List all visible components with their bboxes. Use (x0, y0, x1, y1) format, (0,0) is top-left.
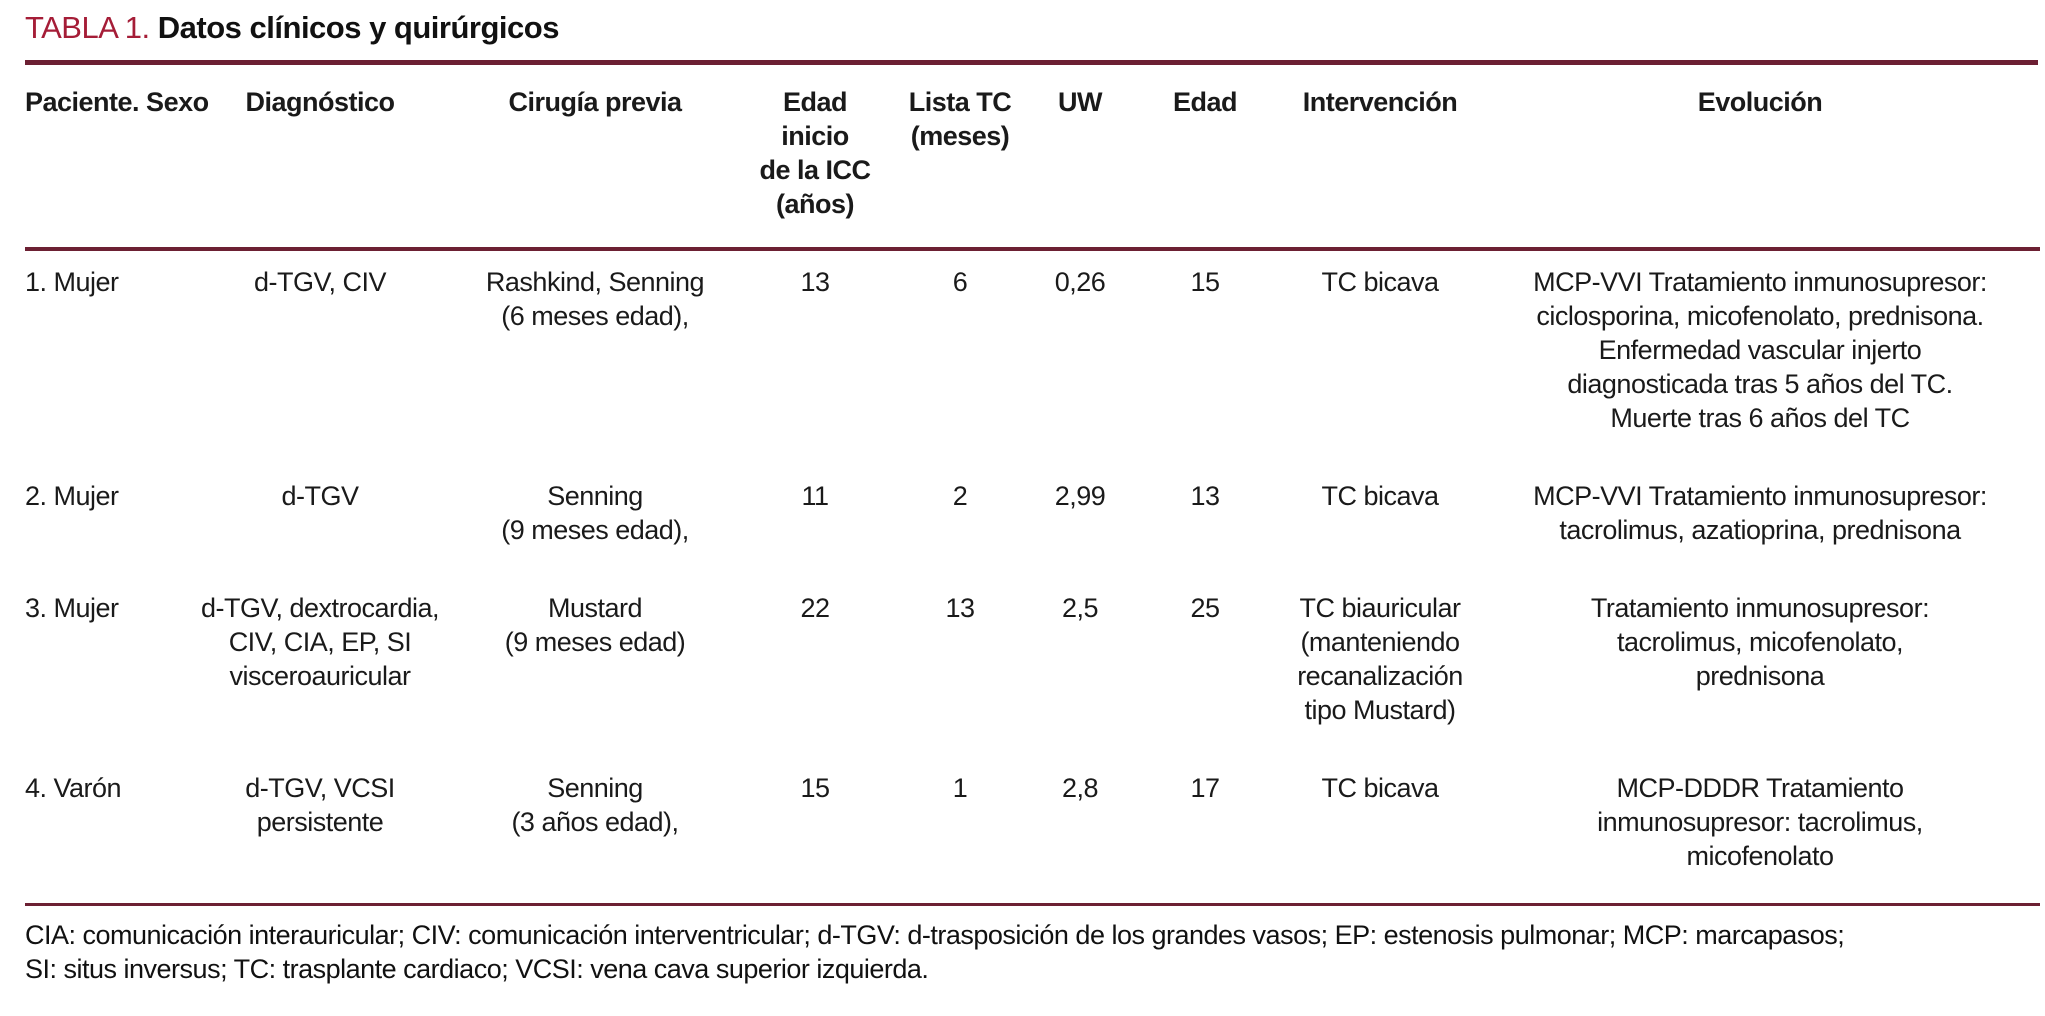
table-cell: 6 (952, 267, 968, 297)
top-rule (25, 60, 2038, 65)
header-uw: UW (1030, 65, 1130, 251)
table-cell: 0,26 (1054, 267, 1106, 297)
table-number-label: TABLA 1. (25, 10, 150, 45)
table-cell: 13 (945, 593, 975, 623)
header-intervencion: Intervención (1280, 65, 1480, 251)
table-cell: 11 (801, 481, 829, 511)
table-cell: 2 (952, 481, 968, 511)
header-diagnostico: Diagnóstico (190, 65, 450, 251)
table-title: Datos clínicos y quirúrgicos (157, 10, 560, 45)
table-cell: 2,8 (1061, 773, 1099, 803)
table-cell: TC bicava (1321, 773, 1439, 803)
table-cell: TC bicava (1321, 481, 1439, 511)
table-cell: 1 (952, 773, 968, 803)
table-cell: MCP-VVI Tratamiento inmunosupresor: tacr… (1533, 481, 1987, 545)
table-cell: 15 (1190, 267, 1220, 297)
table-header-row: Paciente. Sexo Diagnóstico Cirugía previ… (25, 65, 2040, 251)
header-lista-tc: Lista TC (meses) (890, 65, 1030, 251)
table-cell: d-TGV, VCSI persistente (245, 773, 395, 837)
table-footnote: CIA: comunicación interauricular; CIV: c… (25, 920, 1845, 984)
table-cell: Rashkind, Senning (6 meses edad), (485, 267, 705, 331)
table-row: 4. Varón d-TGV, VCSI persistente Senning… (25, 757, 2040, 905)
clinical-data-table: Paciente. Sexo Diagnóstico Cirugía previ… (25, 65, 2040, 906)
header-paciente-sexo: Paciente. Sexo (25, 65, 209, 251)
table-cell: 17 (1190, 773, 1220, 803)
table-row: 1. Mujer d-TGV, CIV Rashkind, Senning (6… (25, 249, 2040, 465)
table-cell: Senning (3 años edad), (511, 773, 679, 837)
table-cell: 4. Varón (25, 773, 122, 803)
header-cirugia-previa: Cirugía previa (450, 65, 740, 251)
header-edad: Edad (1130, 65, 1280, 251)
table-cell: 2,99 (1054, 481, 1106, 511)
table-cell: 13 (1190, 481, 1220, 511)
table-cell: Tratamiento inmunosupresor: tacrolimus, … (1590, 593, 1930, 691)
paper-table-figure: TABLA 1. Datos clínicos y quirúrgicos Pa… (25, 6, 2040, 984)
table-cell: 22 (800, 593, 830, 623)
table-cell: MCP-DDDR Tratamiento inmunosupresor: tac… (1597, 773, 1923, 871)
table-row: 3. Mujer d-TGV, dextrocardia, CIV, CIA, … (25, 577, 2040, 757)
table-cell: d-TGV, dextrocardia, CIV, CIA, EP, SI vi… (200, 593, 440, 691)
table-caption: TABLA 1. Datos clínicos y quirúrgicos (25, 6, 2040, 50)
table-cell: 15 (800, 773, 830, 803)
table-cell: 25 (1190, 593, 1220, 623)
table-cell: 1. Mujer (25, 267, 119, 297)
table-cell: 13 (800, 267, 830, 297)
table-cell: 2,5 (1061, 593, 1099, 623)
table-cell: TC biauricular (manteniendo recanalizaci… (1297, 593, 1463, 725)
table-cell: 3. Mujer (25, 593, 119, 623)
table-cell: d-TGV, CIV (253, 267, 387, 297)
table-cell: MCP-VVI Tratamiento inmunosupresor: cicl… (1533, 267, 1987, 433)
table-cell: Mustard (9 meses edad) (504, 593, 686, 657)
header-edad-inicio-icc: Edad inicio de la ICC (años) (740, 65, 890, 251)
table-row: 2. Mujer d-TGV Senning (9 meses edad), 1… (25, 465, 2040, 577)
table-cell: d-TGV (281, 481, 359, 511)
table-cell: Senning (9 meses edad), (501, 481, 689, 545)
table-cell: 2. Mujer (25, 481, 119, 511)
table-cell: TC bicava (1321, 267, 1439, 297)
header-evolucion: Evolución (1480, 65, 2040, 251)
